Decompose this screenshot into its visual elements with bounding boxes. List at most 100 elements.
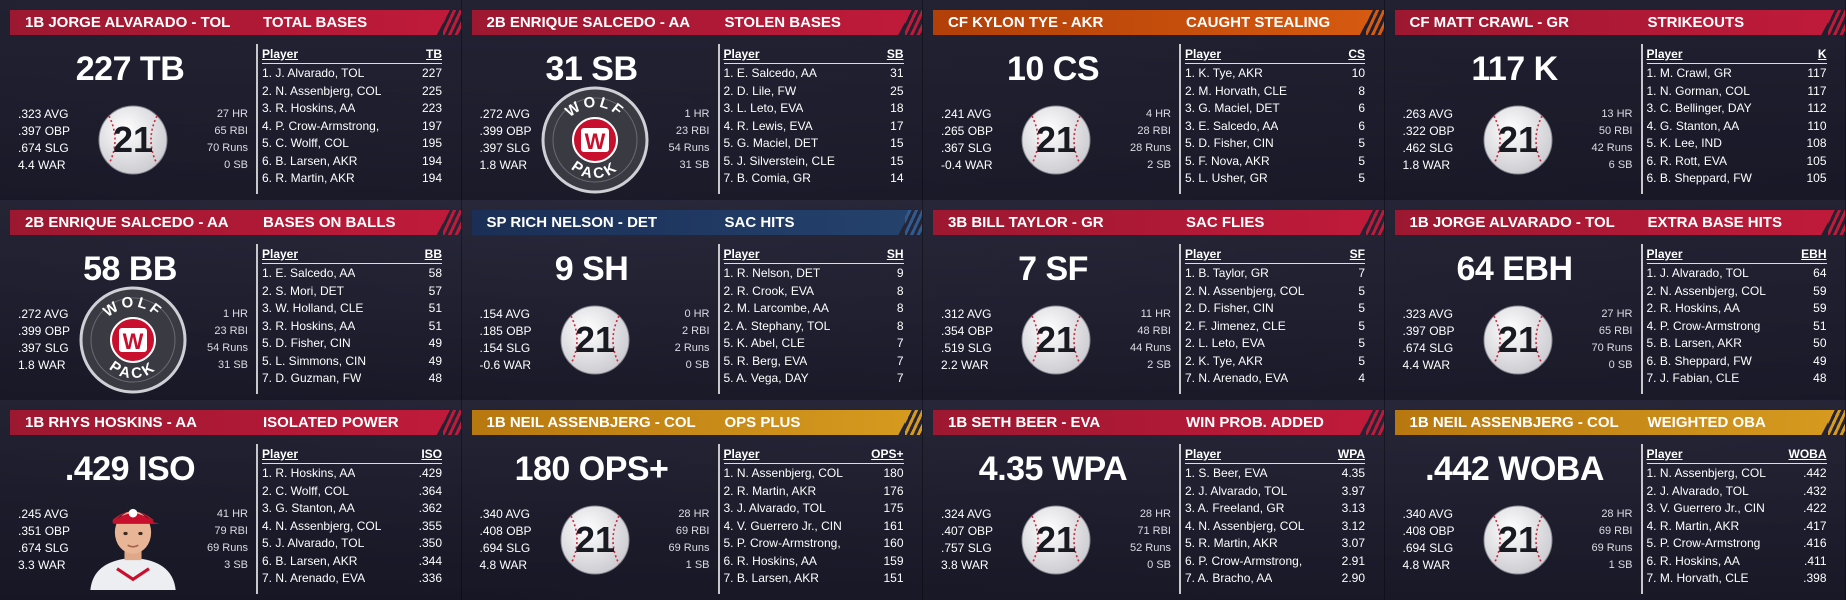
leader-value: 5 bbox=[1358, 353, 1365, 368]
leader-card[interactable]: 1B JORGE ALVARADO - TOL TOTAL BASES 227 … bbox=[0, 0, 462, 200]
slash-stat: .340 AVG bbox=[1402, 507, 1453, 521]
leader-row: 3. G. Stanton, AA .362 bbox=[262, 500, 442, 518]
leaderboard-header: Player ISO bbox=[262, 446, 442, 464]
leader-name: 1. E. Salcedo, AA bbox=[262, 266, 356, 280]
slash-stat: .519 SLG bbox=[941, 341, 992, 355]
leader-card[interactable]: CF KYLON TYE - AKR CAUGHT STEALING 10 CS… bbox=[923, 0, 1385, 200]
category-title: CAUGHT STEALING bbox=[1186, 14, 1331, 31]
divider bbox=[256, 444, 258, 594]
leader-name: 7. A. Bracho, AA bbox=[1185, 571, 1273, 585]
leader-value: 8 bbox=[896, 301, 904, 315]
leader-card[interactable]: SP RICH NELSON - DET SAC HITS 9 SH .154 … bbox=[461, 200, 923, 400]
counting-stat: 1 HR bbox=[222, 308, 248, 320]
counting-stat: 52 Runs bbox=[1130, 542, 1171, 554]
leader-name: 1. R. Nelson, DET bbox=[723, 266, 821, 280]
leader-name: 2. C. Wolff, COL bbox=[262, 483, 349, 498]
leader-value: .350 bbox=[418, 536, 442, 550]
column-stat: SH bbox=[886, 247, 904, 261]
slash-stat: 3.3 WAR bbox=[18, 558, 66, 572]
leader-name: 5. P. Crow-Armstrong bbox=[1646, 536, 1761, 550]
svg-text:W: W bbox=[584, 129, 605, 154]
card-emblem: 21 bbox=[97, 104, 169, 176]
counting-stats: 28 HR 69 RBI 69 Runs 1 SB bbox=[1585, 506, 1633, 574]
leader-name: 2. L. Leto, EVA bbox=[1185, 336, 1265, 350]
leader-row: 5. L. Simmons, CIN 49 bbox=[262, 353, 442, 371]
leader-card[interactable]: 1B NEIL ASSENBJERG - COL OPS PLUS 180 OP… bbox=[461, 400, 923, 600]
leader-card[interactable]: 1B JORGE ALVARADO - TOL EXTRA BASE HITS … bbox=[1384, 200, 1846, 400]
slash-stat: 3.8 WAR bbox=[941, 558, 989, 572]
card-header: 2B ENRIQUE SALCEDO - AA BASES ON BALLS bbox=[10, 210, 450, 235]
category-title: EXTRA BASE HITS bbox=[1647, 214, 1782, 231]
leader-row: 1. R. Nelson, DET 9 bbox=[724, 265, 904, 283]
leader-row: 5. F. Nova, AKR 5 bbox=[1185, 153, 1365, 171]
counting-stats: 1 HR 23 RBI 54 Runs 31 SB bbox=[200, 306, 248, 374]
leader-card[interactable]: 2B ENRIQUE SALCEDO - AA BASES ON BALLS 5… bbox=[0, 200, 462, 400]
category-title: OPS PLUS bbox=[724, 414, 801, 431]
leaderboard-header: Player K bbox=[1646, 46, 1827, 64]
leaderboard: Player EBH 1. J. Alvarado, TOL 64 2. N. … bbox=[1646, 246, 1827, 388]
slash-stat: .462 SLG bbox=[1402, 141, 1454, 155]
wolf-pack-logo-icon: WOLF PACK W bbox=[79, 286, 187, 394]
leader-card[interactable]: 2B ENRIQUE SALCEDO - AA STOLEN BASES 31 … bbox=[461, 0, 923, 200]
leader-row: 5. P. Crow-Armstrong .416 bbox=[1647, 535, 1827, 553]
leader-value: 151 bbox=[883, 571, 904, 585]
divider bbox=[1179, 444, 1181, 594]
counting-stat: 69 RBI bbox=[1598, 525, 1633, 537]
card-emblem: 21 bbox=[559, 304, 631, 376]
slash-line: .245 AVG .351 OBP .674 SLG 3.3 WAR bbox=[18, 506, 70, 574]
card-emblem bbox=[90, 504, 176, 590]
leader-name: 4. P. Crow-Armstrong, bbox=[262, 118, 380, 133]
leader-row: 1. R. Hoskins, AA .429 bbox=[262, 465, 442, 483]
leader-row: 3. V. Guerrero Jr., CIN .422 bbox=[1647, 500, 1827, 518]
baseball-21-icon: 21 bbox=[1021, 105, 1091, 175]
leader-card[interactable]: 1B SETH BEER - EVA WIN PROB. ADDED 4.35 … bbox=[923, 400, 1385, 600]
leader-row: 4. R. Lewis, EVA 17 bbox=[724, 118, 904, 136]
counting-stat: 11 HR bbox=[1140, 308, 1171, 320]
leader-row: 5. K. Abel, CLE 7 bbox=[724, 335, 904, 353]
counting-stat: 42 Runs bbox=[1591, 142, 1633, 154]
leader-row: 5. J. Silverstein, CLE 15 bbox=[724, 153, 904, 171]
card-emblem: 21 bbox=[559, 504, 631, 576]
leader-value: 48 bbox=[1813, 371, 1827, 385]
leader-value: .362 bbox=[418, 501, 442, 515]
leader-row: 7. A. Bracho, AA 2.90 bbox=[1185, 570, 1365, 588]
leader-row: 3. R. Hoskins, AA 51 bbox=[262, 318, 442, 336]
category-title: WIN PROB. ADDED bbox=[1186, 414, 1324, 431]
card-header: 1B JORGE ALVARADO - TOL EXTRA BASE HITS bbox=[1394, 210, 1835, 235]
leader-stat-value: 4.35 WPA bbox=[978, 450, 1128, 488]
slash-stat: .272 AVG bbox=[18, 307, 69, 321]
leader-name: 2. F. Jimenez, CLE bbox=[1185, 318, 1286, 333]
leader-value: 3.12 bbox=[1341, 518, 1365, 533]
column-player: Player bbox=[262, 47, 299, 61]
slash-line: .340 AVG .408 OBP .694 SLG 4.8 WAR bbox=[1403, 506, 1455, 574]
leader-value: .429 bbox=[418, 466, 442, 480]
leader-name: 5. P. Crow-Armstrong, bbox=[723, 536, 841, 550]
counting-stat: 27 HR bbox=[1601, 308, 1633, 320]
leader-player-name: 1B NEIL ASSENBJERG - COL bbox=[1409, 414, 1619, 431]
counting-stat: 69 Runs bbox=[1591, 542, 1633, 554]
card-header: 1B NEIL ASSENBJERG - COL WEIGHTED OBA bbox=[1394, 410, 1835, 435]
leader-name: 1. M. Crawl, GR bbox=[1646, 66, 1732, 80]
leader-card[interactable]: 1B NEIL ASSENBJERG - COL WEIGHTED OBA .4… bbox=[1384, 400, 1846, 600]
column-player: Player bbox=[723, 447, 760, 461]
leader-name: 2. M. Horvath, CLE bbox=[1185, 83, 1288, 98]
leader-card[interactable]: 1B RHYS HOSKINS - AA ISOLATED POWER .429… bbox=[0, 400, 462, 600]
leaderboard-header: Player WOBA bbox=[1646, 446, 1827, 464]
leader-name: 2. D. Fisher, CIN bbox=[1185, 301, 1274, 315]
leader-name: 5. K. Abel, CLE bbox=[723, 336, 805, 350]
leader-row: 5. C. Wolff, COL 195 bbox=[262, 135, 442, 153]
leader-name: 5. B. Larsen, AKR bbox=[1646, 336, 1742, 350]
leader-card[interactable]: CF MATT CRAWL - GR STRIKEOUTS 117 K .263… bbox=[1384, 0, 1846, 200]
leader-value: 223 bbox=[421, 101, 442, 115]
leader-value: .411 bbox=[1804, 553, 1827, 568]
leader-value: 8 bbox=[896, 318, 904, 333]
leader-name: 6. B. Larsen, AKR bbox=[262, 153, 358, 168]
leaderboard: Player K 1. M. Crawl, GR 117 1. N. Gorma… bbox=[1646, 46, 1827, 188]
slash-stat: .351 OBP bbox=[18, 524, 71, 538]
leader-card[interactable]: 3B BILL TAYLOR - GR SAC FLIES 7 SF .312 … bbox=[923, 200, 1385, 400]
leader-name: 5. D. Fisher, CIN bbox=[262, 336, 351, 350]
slash-line: .323 AVG .397 OBP .674 SLG 4.4 WAR bbox=[1403, 306, 1455, 374]
leader-value: 159 bbox=[883, 553, 904, 568]
leader-name: 3. V. Guerrero Jr., CIN bbox=[1646, 501, 1765, 515]
